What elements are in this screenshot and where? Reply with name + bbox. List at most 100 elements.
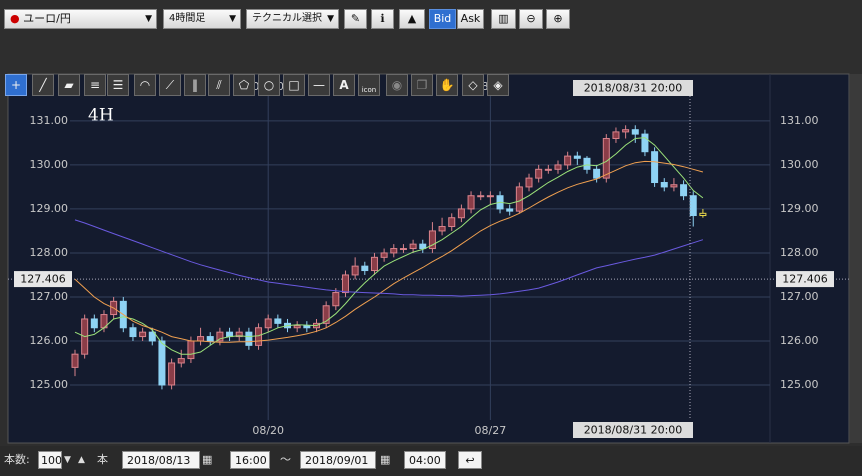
candle-body — [612, 131, 620, 140]
y-tick-label-right: 130.00 — [780, 158, 819, 171]
text-tool[interactable]: A — [333, 74, 355, 96]
line-tool[interactable]: ╱ — [32, 74, 54, 96]
bid-button[interactable]: Bid — [429, 9, 456, 29]
bars-button[interactable]: ▥ — [491, 9, 516, 29]
timeframe-select[interactable]: 4時間足 ▼ — [163, 9, 241, 29]
candle-body — [593, 168, 601, 179]
candle-body — [680, 184, 688, 197]
candle-body — [148, 331, 156, 342]
candle-body — [573, 155, 581, 159]
ask-button[interactable]: Ask — [457, 9, 484, 29]
candle-body — [177, 358, 185, 364]
candle-body — [419, 243, 427, 250]
ma-line — [74, 160, 704, 343]
vlines-tool[interactable]: ‖ — [184, 74, 206, 96]
drawing-toolbar: + ╱ ▰ ≡ ☰ ◠ ⟋ ‖ ⫽ ⬠ ○ □ — A icon ◉ ❐ ✋ ◇… — [0, 34, 862, 96]
candle-body — [274, 318, 282, 324]
crosshair-tool[interactable]: + — [5, 74, 27, 96]
count-down[interactable]: ▼ — [64, 455, 71, 465]
dash-tool[interactable]: — — [308, 74, 330, 96]
draw-button[interactable]: ✎ — [344, 9, 367, 29]
count-input[interactable]: 100 — [38, 451, 62, 469]
candle-body — [554, 164, 562, 170]
candle-body — [506, 208, 514, 212]
end-calendar[interactable]: ▦ — [380, 453, 391, 466]
start-calendar[interactable]: ▦ — [202, 453, 213, 466]
circle-tool[interactable]: ○ — [258, 74, 280, 96]
candle-body — [564, 155, 572, 166]
footer: 本数: 100 ▼ ▲ 本 2018/08/13 ▦ 16:00 〜 2018/… — [0, 446, 862, 476]
candle-body — [457, 208, 465, 219]
technical-select[interactable]: テクニカル選択 ▼ — [246, 9, 339, 29]
start-date[interactable]: 2018/08/13 — [122, 451, 200, 469]
crosshair-time-top-box — [573, 80, 693, 96]
rect-tool[interactable]: □ — [283, 74, 305, 96]
candle-body — [515, 186, 523, 212]
magnet-tool[interactable]: ◉ — [386, 74, 408, 96]
y-tick-label-right: 129.00 — [780, 202, 819, 215]
candle-body — [90, 318, 98, 329]
candle-body — [245, 331, 253, 346]
polygon-tool[interactable]: ⬠ — [233, 74, 255, 96]
ruler-tool[interactable]: ▰ — [58, 74, 80, 96]
icon-tool[interactable]: icon — [358, 74, 380, 96]
count-up[interactable]: ▲ — [78, 455, 85, 465]
candle-body — [390, 248, 398, 254]
scrollbar[interactable] — [850, 74, 862, 443]
crosshair-time-bottom-box — [573, 422, 693, 438]
candle-body — [651, 151, 659, 184]
erase-all-tool[interactable]: ◈ — [487, 74, 509, 96]
candle-body — [303, 325, 311, 329]
candle-body — [380, 252, 388, 258]
candle-body — [583, 157, 591, 170]
eraser-tool[interactable]: ◇ — [462, 74, 484, 96]
candle-body — [332, 292, 340, 307]
zoom-in-button[interactable]: ⊕ — [546, 9, 570, 29]
candle-body — [255, 327, 263, 346]
start-time[interactable]: 16:00 — [230, 451, 270, 469]
candle-body — [631, 129, 639, 135]
candle-body — [622, 129, 630, 133]
candle-body — [428, 230, 436, 250]
ma-line — [74, 137, 704, 355]
zoom-out-button[interactable]: ⊖ — [519, 9, 543, 29]
candle-body — [370, 256, 378, 272]
y-tick-label: 128.00 — [30, 246, 69, 259]
crosshair-price-left-box — [14, 271, 72, 288]
candle-body — [71, 353, 79, 368]
area-button[interactable]: ▲ — [399, 9, 425, 29]
arc-tool[interactable]: ◠ — [134, 74, 156, 96]
candle-body — [544, 168, 552, 171]
crosshair-time-bottom: 2018/08/31 20:00 — [584, 424, 683, 437]
y-tick-label: 130.00 — [30, 158, 69, 171]
end-date[interactable]: 2018/09/01 — [300, 451, 376, 469]
candle-body — [216, 331, 224, 342]
candle-body — [361, 265, 369, 272]
symbol: ユーロ/円 — [23, 12, 71, 25]
candle-body — [602, 138, 610, 179]
crosshair-price-right: 127.406 — [782, 273, 828, 286]
symbol-select[interactable]: ● ユーロ/円 ▼ — [4, 9, 157, 29]
candle-body — [699, 212, 707, 217]
info-button[interactable]: ℹ — [371, 9, 394, 29]
y-tick-label-right: 131.00 — [780, 114, 819, 127]
channel-tool[interactable]: ⫽ — [208, 74, 230, 96]
count-unit: 本 — [97, 453, 108, 466]
candle-body — [341, 274, 349, 294]
fib-tool[interactable]: ☰ — [107, 74, 129, 96]
fan-tool[interactable]: ⟋ — [159, 74, 181, 96]
copy-tool[interactable]: ❐ — [411, 74, 433, 96]
end-time[interactable]: 04:00 — [404, 451, 446, 469]
y-tick-label: 131.00 — [30, 114, 69, 127]
candle-body — [486, 195, 494, 198]
candle-body — [689, 195, 697, 217]
x-tick-label-bottom: 08/20 — [252, 424, 284, 437]
candle-body — [351, 265, 359, 276]
candle-body — [535, 168, 543, 179]
chart-panel — [7, 73, 850, 444]
apply-button[interactable]: ↩ — [458, 451, 482, 469]
y-tick-label-right: 128.00 — [780, 246, 819, 259]
hline-tool[interactable]: ≡ — [84, 74, 106, 96]
hand-tool[interactable]: ✋ — [436, 74, 458, 96]
